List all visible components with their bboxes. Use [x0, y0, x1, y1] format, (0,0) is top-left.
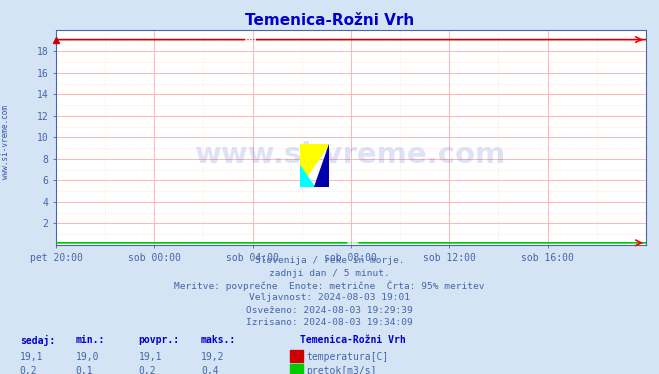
Text: Temenica-Rožni Vrh: Temenica-Rožni Vrh — [300, 335, 405, 345]
Text: 19,2: 19,2 — [201, 352, 225, 362]
Text: min.:: min.: — [76, 335, 105, 345]
Text: 0,4: 0,4 — [201, 366, 219, 374]
Text: 19,1: 19,1 — [20, 352, 43, 362]
Polygon shape — [300, 165, 314, 187]
Polygon shape — [300, 144, 329, 187]
Text: Izrisano: 2024-08-03 19:34:09: Izrisano: 2024-08-03 19:34:09 — [246, 318, 413, 327]
Text: 0,2: 0,2 — [20, 366, 38, 374]
Text: sedaj:: sedaj: — [20, 335, 55, 346]
Text: 19,0: 19,0 — [76, 352, 100, 362]
Text: www.si-vreme.com: www.si-vreme.com — [195, 141, 507, 169]
Text: zadnji dan / 5 minut.: zadnji dan / 5 minut. — [269, 269, 390, 278]
Text: Temenica-Rožni Vrh: Temenica-Rožni Vrh — [245, 13, 414, 28]
Text: 0,1: 0,1 — [76, 366, 94, 374]
Text: Osveženo: 2024-08-03 19:29:39: Osveženo: 2024-08-03 19:29:39 — [246, 306, 413, 315]
Text: povpr.:: povpr.: — [138, 335, 179, 345]
Polygon shape — [314, 144, 329, 187]
Text: Meritve: povprečne  Enote: metrične  Črta: 95% meritev: Meritve: povprečne Enote: metrične Črta:… — [174, 281, 485, 291]
Text: Slovenija / reke in morje.: Slovenija / reke in morje. — [255, 256, 404, 265]
Text: 0,2: 0,2 — [138, 366, 156, 374]
Text: pretok[m3/s]: pretok[m3/s] — [306, 366, 377, 374]
Text: www.si-vreme.com: www.si-vreme.com — [1, 105, 10, 179]
Text: 19,1: 19,1 — [138, 352, 162, 362]
Text: Veljavnost: 2024-08-03 19:01: Veljavnost: 2024-08-03 19:01 — [249, 293, 410, 302]
Text: temperatura[C]: temperatura[C] — [306, 352, 389, 362]
Text: maks.:: maks.: — [201, 335, 236, 345]
